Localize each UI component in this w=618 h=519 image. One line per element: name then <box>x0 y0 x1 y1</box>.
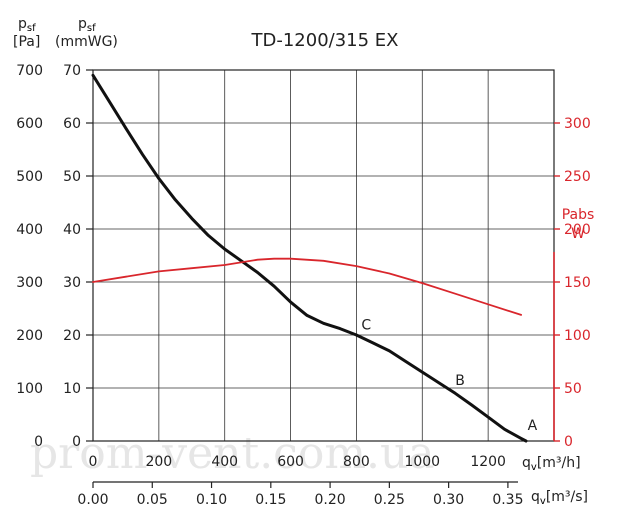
plot-frame <box>92 69 555 442</box>
m3s-tick-label: 0.25 <box>374 492 405 508</box>
pa-tick-label: 500 <box>16 169 43 185</box>
chart-title: TD-1200/315 EX <box>250 30 398 51</box>
m3s-tick-label: 0.15 <box>255 492 286 508</box>
pa-tick-label: 700 <box>16 63 43 79</box>
m3s-tick-label: 0.20 <box>314 492 345 508</box>
grid-lines <box>93 70 554 441</box>
power-curve <box>92 257 522 316</box>
power-axis-label: Pabs <box>562 207 595 223</box>
mmwg-tick-label: 30 <box>63 275 81 291</box>
mmwg-tick-label: 20 <box>63 328 81 344</box>
curve-points: A B C <box>361 317 537 434</box>
mmwg-tick-label: 10 <box>63 381 81 397</box>
mmwg-axis-label: psf <box>78 16 96 34</box>
m3s-tick-label: 0.30 <box>433 492 464 508</box>
m3h-tick-label: 0 <box>89 454 98 470</box>
pa-ticks: 0 100 200 300 400 500 600 700 <box>16 63 43 450</box>
m3h-tick-label: 400 <box>211 454 238 470</box>
point-label-a: A <box>528 418 538 434</box>
point-label-b: B <box>455 373 465 389</box>
m3s-tick-label: 0.10 <box>196 492 227 508</box>
pa-axis-unit: [Pa] <box>13 34 40 50</box>
power-ticks: 0 50 100 150 200 250 300 <box>554 116 591 450</box>
pa-tick-label: 600 <box>16 116 43 132</box>
mmwg-axis-unit: (mmWG) <box>55 34 118 50</box>
pa-tick-label: 0 <box>34 434 43 450</box>
power-tick-label: 50 <box>564 381 582 397</box>
power-tick-label: 200 <box>564 222 591 238</box>
m3h-tick-label: 200 <box>145 454 172 470</box>
power-tick-label: 300 <box>564 116 591 132</box>
power-tick-label: 0 <box>564 434 573 450</box>
m3s-tick-label: 0.00 <box>77 492 108 508</box>
m3s-tick-label: 0.35 <box>492 492 523 508</box>
m3h-tick-label: 800 <box>343 454 370 470</box>
m3s-tick-label: 0.05 <box>137 492 168 508</box>
mmwg-tick-label: 0 <box>72 434 81 450</box>
power-axis-unit: W <box>571 226 585 242</box>
mmwg-tick-label: 70 <box>63 63 81 79</box>
pa-axis-label: psf <box>18 16 36 34</box>
mmwg-ticks: 0 10 20 30 40 50 60 70 <box>63 63 93 450</box>
m3h-tick-label: 1200 <box>470 454 506 470</box>
mmwg-tick-label: 40 <box>63 222 81 238</box>
m3h-axis-label: qv[m³/h] <box>522 455 581 473</box>
pa-tick-label: 300 <box>16 275 43 291</box>
m3s-axis-label: qv[m³/s] <box>531 489 588 507</box>
m3h-tick-label: 1000 <box>404 454 440 470</box>
point-label-c: C <box>361 317 371 333</box>
pa-tick-label: 200 <box>16 328 43 344</box>
m3h-ticks: 0 200 400 600 800 1000 1200 <box>89 454 506 470</box>
power-tick-label: 250 <box>564 169 591 185</box>
series-lines <box>91 73 528 443</box>
mmwg-tick-label: 60 <box>63 116 81 132</box>
m3s-ticks: 0.00 0.05 0.10 0.15 0.20 0.25 0.30 0.35 <box>77 482 523 508</box>
watermark: prom-vent.com.ua <box>30 428 435 479</box>
mmwg-tick-label: 50 <box>63 169 81 185</box>
pa-tick-label: 100 <box>16 381 43 397</box>
power-tick-label: 100 <box>564 328 591 344</box>
pa-tick-label: 400 <box>16 222 43 238</box>
m3h-tick-label: 600 <box>277 454 304 470</box>
power-tick-label: 150 <box>564 275 591 291</box>
pressure-curve <box>91 73 528 443</box>
